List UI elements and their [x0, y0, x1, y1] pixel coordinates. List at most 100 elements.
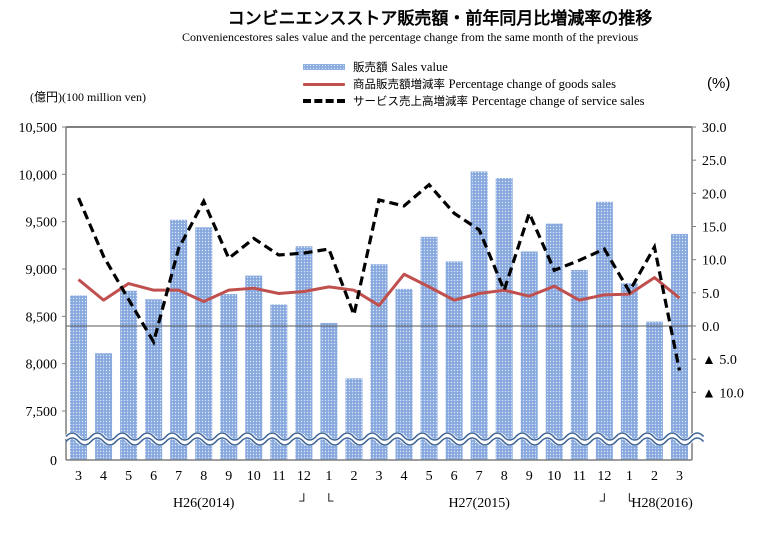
x-tick-label: 7 [476, 469, 483, 484]
right-tick-label: 25.0 [702, 154, 727, 169]
sales-bar [145, 299, 163, 460]
sales-bar [295, 246, 313, 460]
left-tick-label: 0 [50, 454, 57, 469]
sales-bar [595, 201, 613, 460]
x-tick-label: 6 [451, 469, 458, 484]
sales-bar [395, 288, 413, 460]
x-tick-label: 8 [501, 469, 508, 484]
legend-label-en: Percentage change of service sales [471, 93, 645, 108]
right-axis: 30.0 25.0 20.0 15.0 10.0 5.0 0.0 ▲ 5.0 ▲ 10.0 [692, 121, 744, 401]
x-tick-label: 1 [626, 469, 633, 484]
axis-break-wave [65, 437, 705, 446]
sales-bar [345, 378, 363, 460]
sales-bar [495, 178, 513, 460]
year-separator-mark: └ [324, 493, 334, 508]
left-axis: 10,500 10,000 9,500 9,000 8,500 8,000 7,500 0 [19, 121, 66, 469]
x-tick-label: 8 [200, 469, 207, 484]
chart-subtitle: Conveniencestores sales value and the pe… [182, 30, 639, 44]
chart-title: コンビニエンスストア販売額・前年同月比増減率の推移 [227, 9, 653, 29]
legend-red-line-icon [303, 78, 345, 90]
sales-bar [220, 294, 238, 460]
x-tick-label: 4 [401, 469, 408, 484]
x-tick-label: 11 [573, 469, 586, 484]
right-tick-label: ▲ 10.0 [702, 386, 744, 401]
sales-bar [645, 321, 663, 460]
sales-bar [370, 264, 388, 460]
right-tick-label: 5.0 [702, 287, 720, 302]
year-label: H26(2014) [173, 496, 235, 511]
legend-label-jp: サービス売上高増減率 [353, 93, 468, 108]
left-tick-label: 8,000 [26, 358, 58, 373]
year-separator-mark: └ [625, 493, 635, 508]
x-tick-label: 11 [272, 469, 285, 484]
sales-bar [420, 236, 438, 460]
legend-item-sales-value: 販売額 Sales value [303, 58, 644, 75]
left-tick-label: 10,500 [19, 121, 58, 136]
legend: 販売額 Sales value 商品販売額増減率 Percentage chan… [303, 58, 644, 109]
x-tick-label: 3 [376, 469, 383, 484]
sales-bar [470, 171, 488, 460]
x-tick-label: 5 [426, 469, 433, 484]
sales-bar [445, 261, 463, 460]
sales-bar [70, 295, 88, 460]
right-tick-label: 15.0 [702, 221, 727, 236]
x-tick-label: 3 [75, 469, 82, 484]
right-tick-label: 30.0 [702, 121, 727, 136]
left-tick-label: 7,500 [26, 405, 58, 420]
x-tick-label: 7 [175, 469, 182, 484]
sales-bar [570, 269, 588, 460]
year-label: H27(2015) [448, 496, 510, 511]
left-tick-label: 8,500 [26, 310, 58, 325]
plot-frame [65, 126, 696, 461]
x-tick-label: 9 [526, 469, 533, 484]
line-series [77, 182, 682, 371]
sales-bar [195, 227, 213, 460]
right-tick-label: ▲ 5.0 [702, 353, 737, 368]
sales-bar [620, 283, 638, 460]
sales-bar [270, 304, 288, 460]
left-tick-label: 10,000 [19, 168, 58, 183]
left-tick-label: 9,500 [26, 216, 58, 231]
sales-bar [320, 322, 338, 460]
x-axis: 3 4 5 6 7 8 9 10 11 12 1 2 3 4 5 6 7 8 9 10 11 12 1 2 3H26(2014)… [75, 469, 693, 511]
x-tick-label: 12 [297, 469, 311, 484]
legend-label-en: Sales value [391, 59, 448, 74]
legend-item-service-sales-change: サービス売上高増減率 Percentage change of service … [303, 92, 644, 109]
legend-dashed-line-icon [303, 95, 345, 107]
x-tick-label: 6 [150, 469, 157, 484]
right-tick-label: 20.0 [702, 187, 727, 202]
right-tick-label: 0.0 [702, 320, 720, 335]
x-tick-label: 2 [651, 469, 658, 484]
year-separator-mark: ┘ [298, 493, 308, 508]
axis-break-gap [63, 432, 707, 446]
left-tick-label: 9,000 [26, 263, 58, 278]
sales-bar [520, 251, 538, 460]
legend-bar-swatch-icon [303, 61, 345, 73]
x-tick-label: 1 [325, 469, 332, 484]
x-tick-label: 3 [676, 469, 683, 484]
axis-break-wave [65, 432, 705, 441]
x-tick-label: 10 [247, 469, 261, 484]
sales-bar [120, 290, 138, 460]
x-tick-label: 5 [125, 469, 132, 484]
service-sales-change-line [77, 182, 682, 371]
legend-item-goods-sales-change: 商品販売額増減率 Percentage change of goods sale… [303, 75, 644, 92]
x-tick-label: 9 [225, 469, 232, 484]
bar-series [70, 171, 688, 460]
x-tick-label: 2 [350, 469, 357, 484]
legend-label-jp: 販売額 [353, 59, 388, 74]
right-tick-label: 10.0 [702, 254, 727, 269]
year-separator-mark: ┘ [599, 493, 609, 508]
x-tick-label: 10 [547, 469, 561, 484]
year-label: H28(2016) [631, 496, 693, 511]
sales-bar [170, 219, 188, 460]
left-axis-unit-label: (億円)(100 million ven) [30, 90, 146, 104]
x-tick-label: 12 [597, 469, 611, 484]
sales-bar [245, 275, 263, 460]
x-tick-label: 4 [100, 469, 107, 484]
legend-label-en: Percentage change of goods sales [448, 76, 616, 91]
sales-bar [545, 223, 563, 460]
axis-break-marks [63, 432, 707, 446]
sales-bar [670, 233, 688, 460]
